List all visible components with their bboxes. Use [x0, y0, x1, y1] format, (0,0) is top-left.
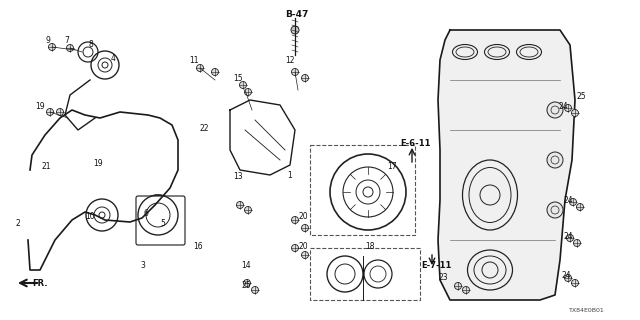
Circle shape: [196, 65, 204, 71]
Circle shape: [67, 44, 74, 52]
Circle shape: [243, 279, 250, 286]
Circle shape: [291, 68, 298, 76]
Text: 15: 15: [233, 74, 243, 83]
Circle shape: [301, 252, 308, 259]
Text: TX84E0B01: TX84E0B01: [569, 308, 605, 313]
Circle shape: [252, 286, 259, 293]
Circle shape: [463, 286, 470, 293]
Circle shape: [291, 244, 298, 252]
Circle shape: [573, 239, 580, 246]
Circle shape: [301, 225, 308, 231]
Text: 4: 4: [111, 53, 115, 62]
Text: 24: 24: [558, 101, 568, 110]
Circle shape: [291, 217, 298, 223]
Text: 25: 25: [576, 92, 586, 100]
Circle shape: [211, 68, 218, 76]
Text: 12: 12: [285, 55, 295, 65]
Text: 8: 8: [88, 39, 93, 49]
Circle shape: [564, 105, 572, 111]
FancyBboxPatch shape: [310, 145, 415, 235]
Text: 24: 24: [563, 231, 573, 241]
Circle shape: [547, 102, 563, 118]
Text: 7: 7: [65, 36, 69, 44]
Circle shape: [301, 75, 308, 82]
Text: 20: 20: [298, 242, 308, 251]
FancyBboxPatch shape: [136, 196, 185, 245]
Text: 19: 19: [35, 101, 45, 110]
Text: 16: 16: [193, 242, 203, 251]
Text: 11: 11: [189, 55, 199, 65]
Circle shape: [56, 108, 63, 116]
Circle shape: [244, 206, 252, 213]
Circle shape: [572, 279, 579, 286]
Text: 13: 13: [233, 172, 243, 180]
Circle shape: [47, 108, 54, 116]
Text: 3: 3: [141, 261, 145, 270]
Text: E-7-11: E-7-11: [421, 260, 451, 269]
Text: 19: 19: [93, 158, 103, 167]
Circle shape: [564, 275, 572, 282]
Text: 18: 18: [365, 242, 375, 251]
Text: FR.: FR.: [32, 278, 48, 287]
Polygon shape: [438, 30, 575, 300]
Text: 2: 2: [15, 219, 20, 228]
Text: 22: 22: [199, 124, 209, 132]
Text: 20: 20: [298, 212, 308, 220]
Circle shape: [244, 89, 252, 95]
Text: 1: 1: [287, 171, 292, 180]
Text: 23: 23: [438, 274, 448, 283]
Circle shape: [239, 82, 246, 89]
Circle shape: [49, 44, 56, 51]
Circle shape: [547, 202, 563, 218]
Text: 17: 17: [387, 162, 397, 171]
Circle shape: [291, 26, 299, 34]
Text: 21: 21: [41, 162, 51, 171]
Text: 10: 10: [85, 212, 95, 220]
Text: 5: 5: [161, 219, 165, 228]
Circle shape: [566, 235, 573, 242]
Circle shape: [577, 204, 584, 211]
Text: 25: 25: [241, 282, 251, 291]
Circle shape: [237, 202, 243, 209]
Circle shape: [572, 109, 579, 116]
Text: 9: 9: [45, 36, 51, 44]
Circle shape: [454, 283, 461, 290]
Text: B-47: B-47: [285, 10, 308, 19]
Polygon shape: [230, 100, 295, 175]
Text: 24: 24: [561, 271, 571, 281]
Text: 6: 6: [143, 209, 148, 218]
FancyBboxPatch shape: [310, 248, 420, 300]
Text: 14: 14: [241, 261, 251, 270]
Text: 24: 24: [563, 196, 573, 204]
Text: E-6-11: E-6-11: [400, 139, 430, 148]
Circle shape: [547, 152, 563, 168]
Circle shape: [570, 198, 577, 205]
